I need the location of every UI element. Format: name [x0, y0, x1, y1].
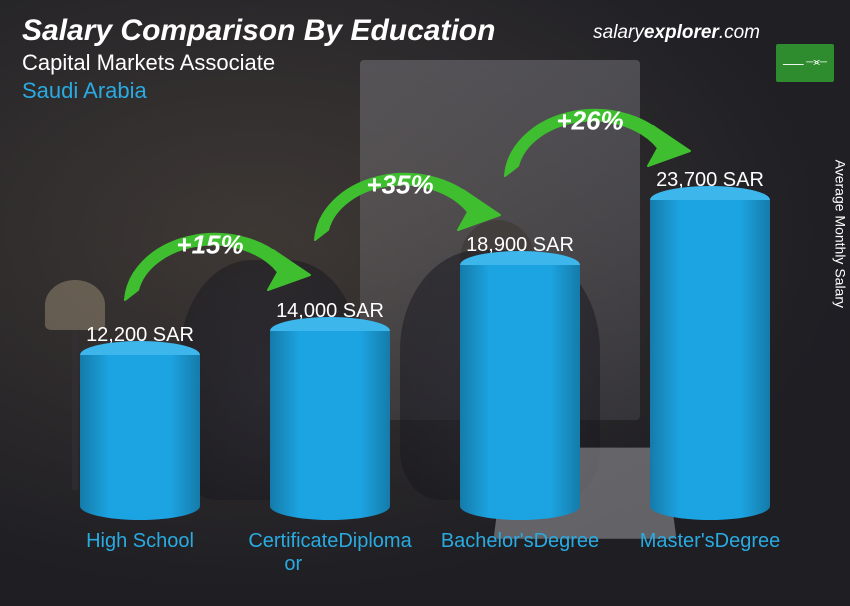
- title-block: Salary Comparison By Education Capital M…: [22, 14, 495, 104]
- category-label: Certificate orDiploma: [248, 530, 411, 576]
- chart-country: Saudi Arabia: [22, 78, 495, 104]
- bar: [650, 200, 770, 520]
- chart-subtitle: Capital Markets Associate: [22, 50, 495, 76]
- category-label: Bachelor'sDegree: [441, 530, 599, 576]
- brand-suffix: .com: [719, 22, 760, 43]
- bar-group: 14,000 SARCertificate orDiploma: [250, 300, 410, 576]
- category-label: High School: [86, 530, 194, 576]
- bar: [270, 331, 390, 520]
- brand-accent: explorer: [644, 22, 719, 43]
- bar-group: 18,900 SARBachelor'sDegree: [440, 234, 600, 576]
- flag-script: ـــــــ ─⪤─: [783, 58, 827, 68]
- brand-prefix: salary: [593, 22, 644, 43]
- category-label: Master'sDegree: [640, 530, 781, 576]
- bar-group: 23,700 SARMaster'sDegree: [630, 169, 790, 576]
- bar: [80, 355, 200, 520]
- bar: [460, 265, 580, 520]
- chart-title: Salary Comparison By Education: [22, 14, 495, 48]
- country-flag-icon: ـــــــ ─⪤─: [776, 44, 834, 82]
- y-axis-label: Average Monthly Salary: [832, 160, 848, 308]
- bar-group: 12,200 SARHigh School: [60, 324, 220, 576]
- bar-chart: 12,200 SARHigh School14,000 SARCertifica…: [60, 130, 790, 576]
- site-brand: salaryexplorer.com: [593, 22, 760, 44]
